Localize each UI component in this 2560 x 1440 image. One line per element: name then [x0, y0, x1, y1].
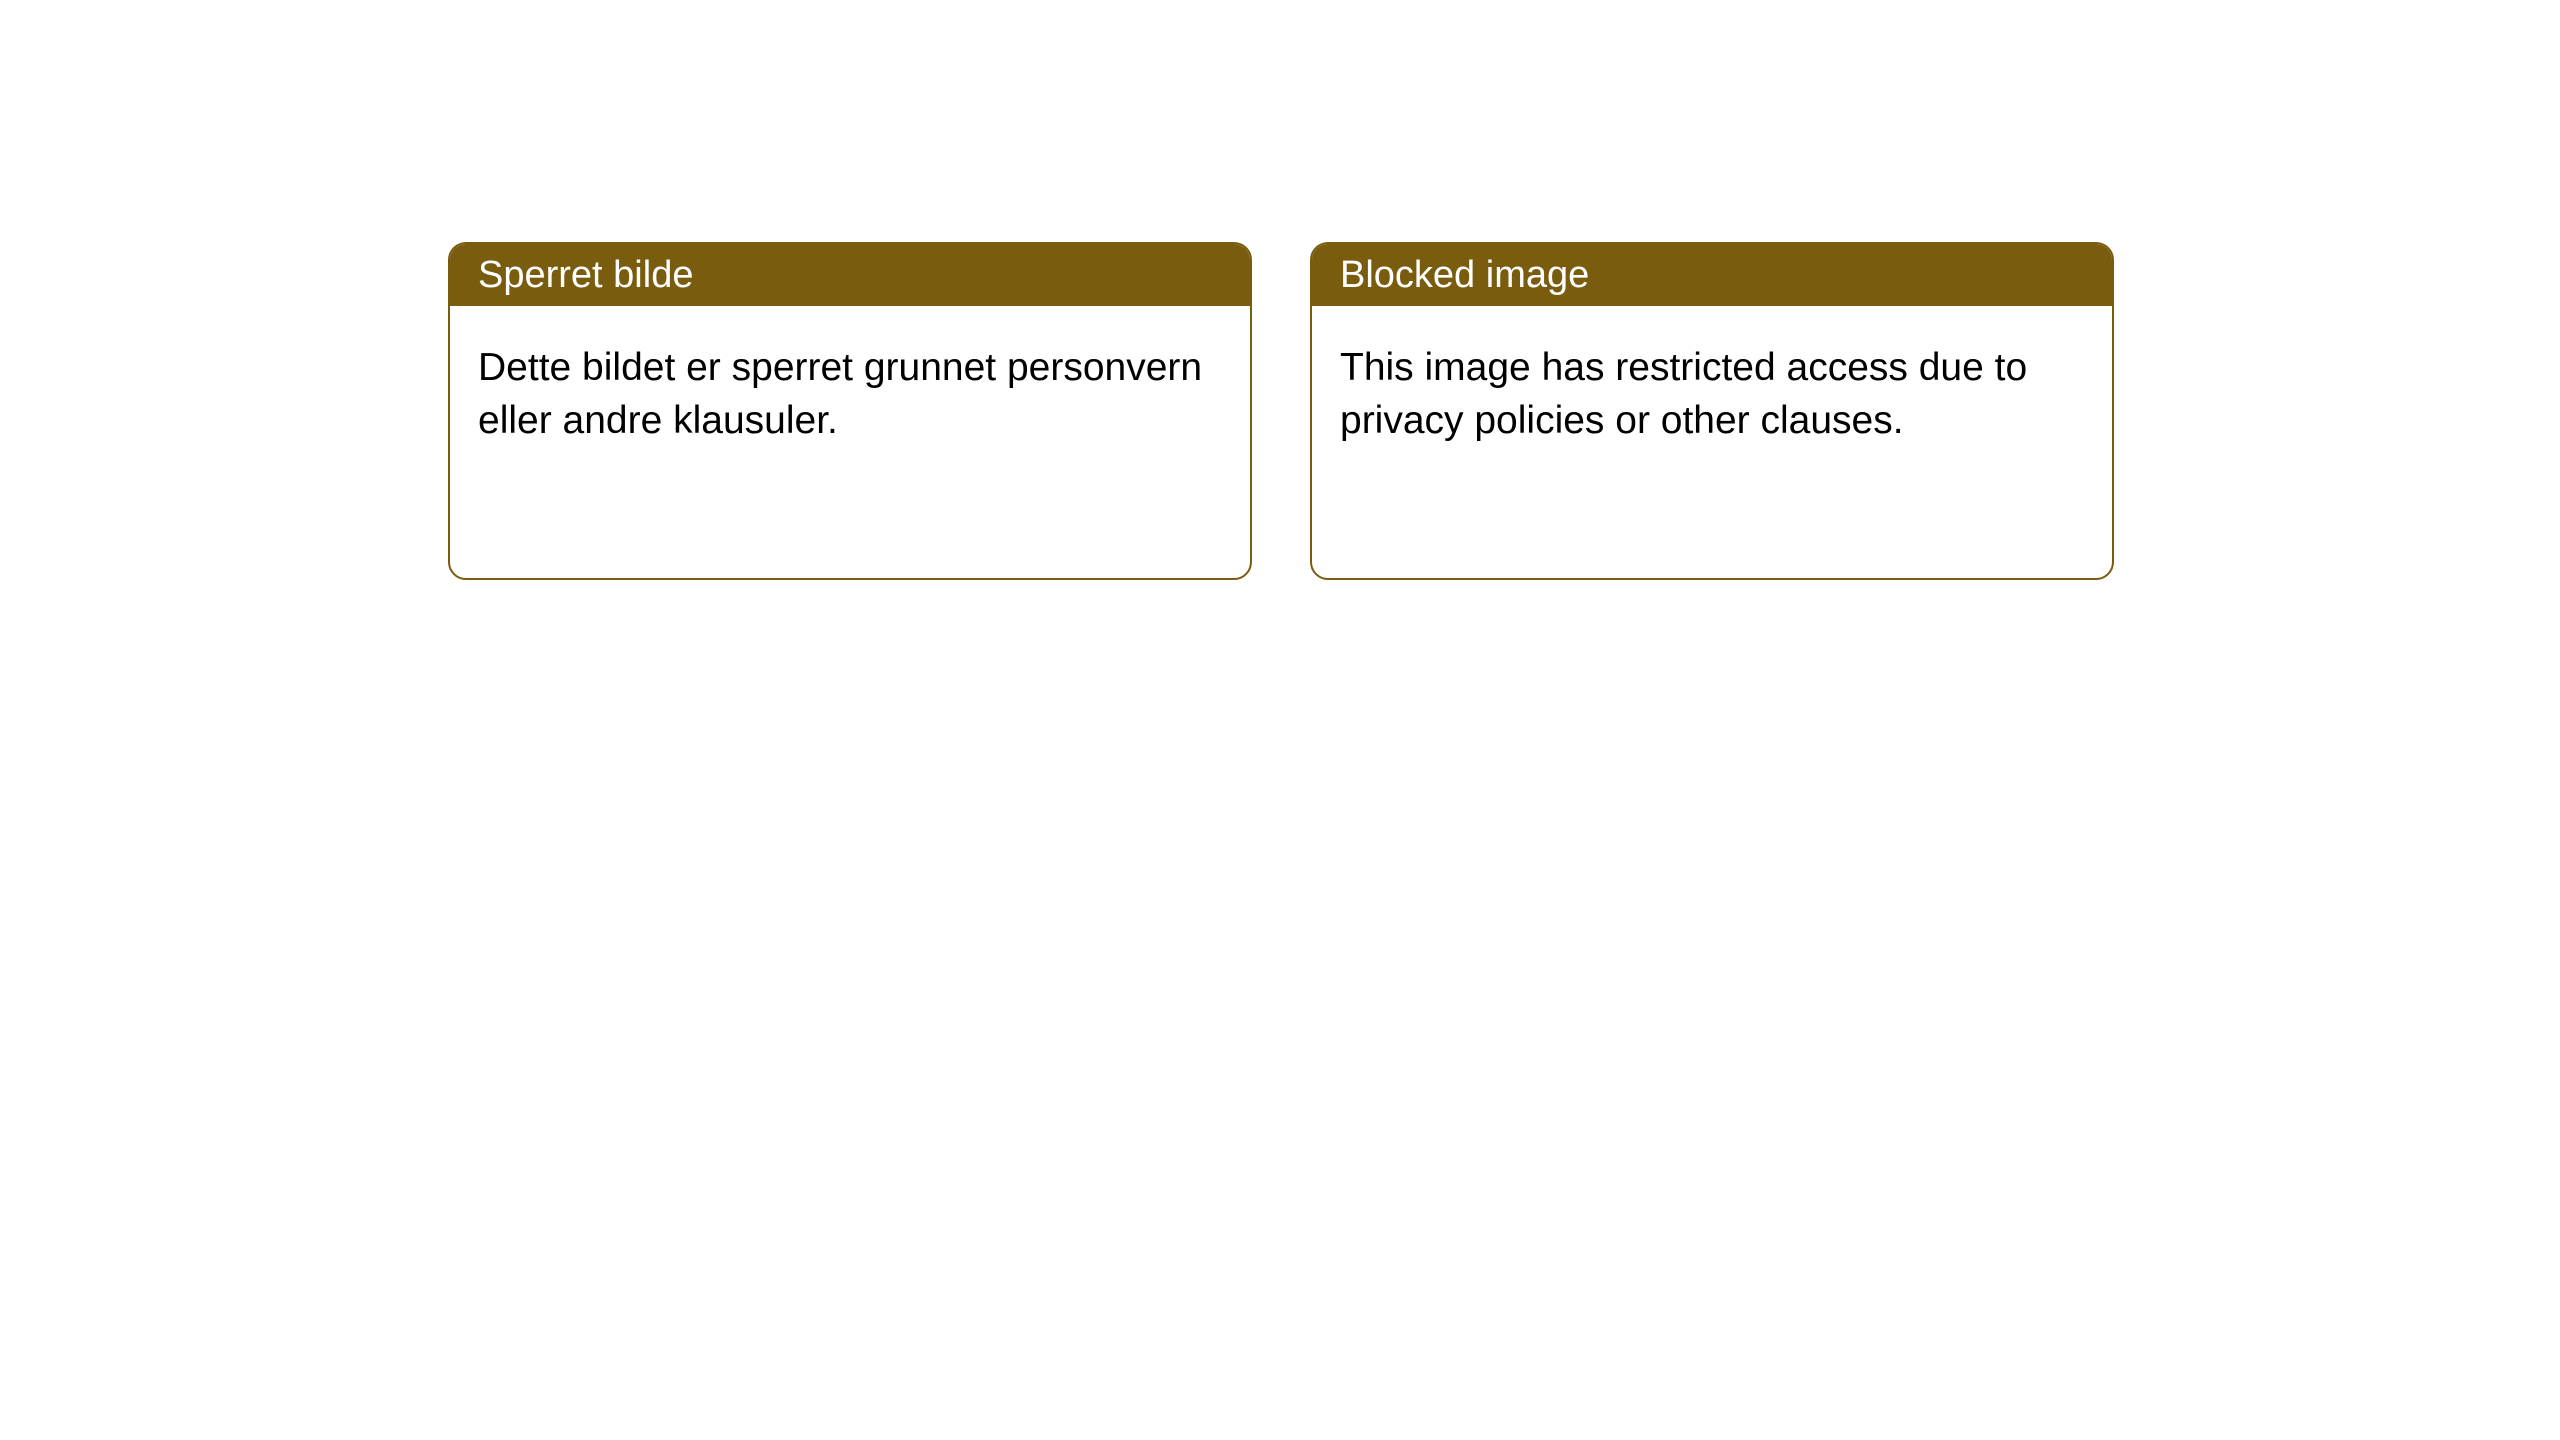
notice-box-english: Blocked image This image has restricted … — [1310, 242, 2114, 580]
notice-header: Sperret bilde — [450, 244, 1250, 306]
notice-box-norwegian: Sperret bilde Dette bildet er sperret gr… — [448, 242, 1252, 580]
notice-header-text: Blocked image — [1340, 254, 1589, 297]
notices-container: Sperret bilde Dette bildet er sperret gr… — [0, 0, 2560, 580]
notice-header: Blocked image — [1312, 244, 2112, 306]
notice-body-text: Dette bildet er sperret grunnet personve… — [478, 346, 1202, 442]
notice-body: Dette bildet er sperret grunnet personve… — [450, 306, 1250, 483]
notice-header-text: Sperret bilde — [478, 254, 693, 297]
notice-body-text: This image has restricted access due to … — [1340, 346, 2027, 442]
notice-body: This image has restricted access due to … — [1312, 306, 2112, 483]
